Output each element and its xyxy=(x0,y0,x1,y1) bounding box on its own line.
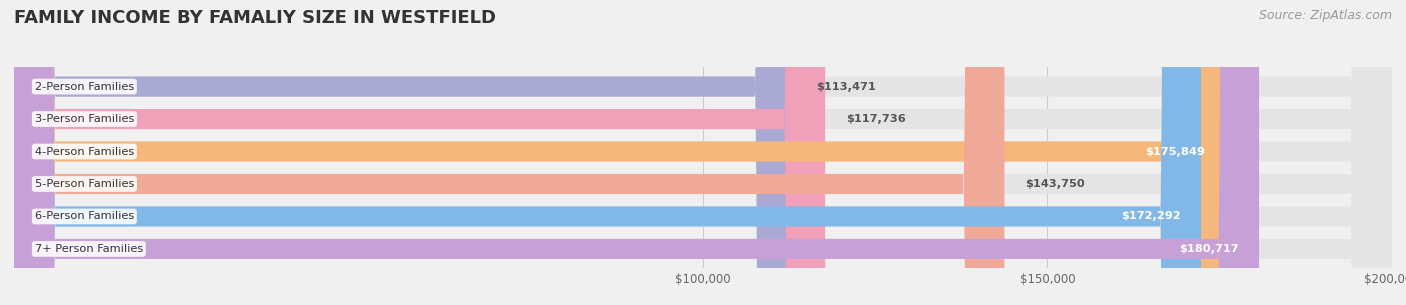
FancyBboxPatch shape xyxy=(14,0,1260,305)
Text: $143,750: $143,750 xyxy=(1025,179,1085,189)
Text: $113,471: $113,471 xyxy=(817,81,876,92)
FancyBboxPatch shape xyxy=(14,0,1392,305)
Text: 6-Person Families: 6-Person Families xyxy=(35,211,134,221)
FancyBboxPatch shape xyxy=(14,0,825,305)
FancyBboxPatch shape xyxy=(14,0,1004,305)
Text: 2-Person Families: 2-Person Families xyxy=(35,81,134,92)
FancyBboxPatch shape xyxy=(14,0,1392,305)
FancyBboxPatch shape xyxy=(14,0,1201,305)
Text: $175,849: $175,849 xyxy=(1144,146,1205,156)
Text: Source: ZipAtlas.com: Source: ZipAtlas.com xyxy=(1258,9,1392,22)
FancyBboxPatch shape xyxy=(14,0,796,305)
Text: 5-Person Families: 5-Person Families xyxy=(35,179,134,189)
Text: $172,292: $172,292 xyxy=(1121,211,1181,221)
Text: FAMILY INCOME BY FAMALIY SIZE IN WESTFIELD: FAMILY INCOME BY FAMALIY SIZE IN WESTFIE… xyxy=(14,9,496,27)
Text: 3-Person Families: 3-Person Families xyxy=(35,114,134,124)
Text: 4-Person Families: 4-Person Families xyxy=(35,146,134,156)
FancyBboxPatch shape xyxy=(14,0,1392,305)
FancyBboxPatch shape xyxy=(14,0,1392,305)
FancyBboxPatch shape xyxy=(14,0,1392,305)
Text: $180,717: $180,717 xyxy=(1178,244,1239,254)
FancyBboxPatch shape xyxy=(14,0,1392,305)
Text: 7+ Person Families: 7+ Person Families xyxy=(35,244,143,254)
FancyBboxPatch shape xyxy=(14,0,1226,305)
Text: $117,736: $117,736 xyxy=(846,114,905,124)
